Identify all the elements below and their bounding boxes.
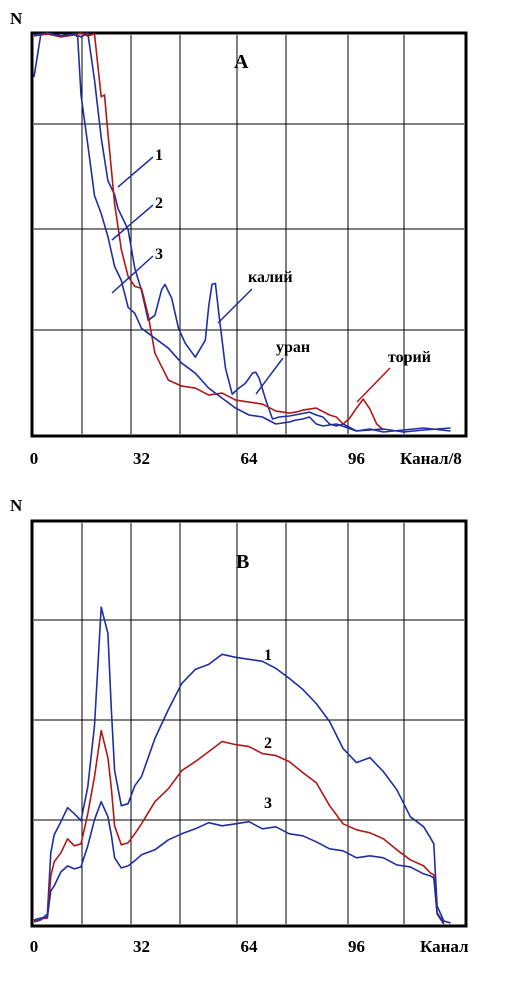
panel-a-x-tick-label: 64 xyxy=(241,449,259,468)
panel-a-series-3 xyxy=(33,32,451,433)
panel-a-leader-2 xyxy=(111,204,154,241)
panel-a-x-tick-label: 32 xyxy=(133,449,150,468)
panel-b-chart: N B 0 32 64 96 Канал 1 2 3 xyxy=(10,496,469,956)
panel-a-xlabel: Канал/8 xyxy=(400,449,462,468)
panel-b-annot-1: 1 xyxy=(264,647,272,664)
panel-a-ylabel: N xyxy=(10,9,23,28)
panel-b-x-ticks: 0 32 64 96 xyxy=(30,937,365,956)
panel-b-annot-2: 2 xyxy=(264,735,272,752)
panel-a-letter: A xyxy=(234,51,249,73)
panel-b-annot-3: 3 xyxy=(264,795,272,812)
panel-a-grid xyxy=(34,35,464,434)
panel-a-series-1 xyxy=(33,32,451,433)
panel-b-frame xyxy=(30,519,468,928)
panel-b-series-3 xyxy=(33,800,445,924)
panel-b-x-tick-label: 64 xyxy=(241,937,259,956)
panel-a-series-group xyxy=(33,32,451,433)
panel-a-leader-toriy xyxy=(356,367,391,403)
panel-a-annot-1: 1 xyxy=(155,147,163,164)
panel-a-frame xyxy=(30,31,468,438)
panel-b-xlabel: Канал xyxy=(420,937,469,956)
panel-a-leader-1 xyxy=(117,156,154,188)
panel-a-annot-3: 3 xyxy=(155,246,163,263)
panel-a-x-tick-label: 0 xyxy=(30,449,39,468)
panel-a-chart: N A 0 32 64 96 Канал/8 1 2 3 калий уран тор… xyxy=(10,9,468,468)
panel-a-series-2 xyxy=(33,32,384,431)
panel-b-x-tick-label: 96 xyxy=(348,937,365,956)
panel-b-letter: B xyxy=(236,551,249,573)
panel-a-annot-kaliy: калий xyxy=(248,269,293,286)
panel-a-x-tick-label: 96 xyxy=(348,449,365,468)
panel-b-x-tick-label: 32 xyxy=(133,937,150,956)
panel-a-leader-3 xyxy=(111,255,154,294)
panel-b-series-1 xyxy=(33,606,451,924)
panel-b-series-group xyxy=(33,606,451,925)
panel-a-leader-kaliy xyxy=(217,288,253,324)
panel-a-leader-uran xyxy=(255,357,284,395)
panel-a-annot-toriy: торий xyxy=(388,349,431,366)
panel-b-x-tick-label: 0 xyxy=(30,937,39,956)
panel-a-x-ticks: 0 32 64 96 xyxy=(30,449,365,468)
panel-a-annot-uran: уран xyxy=(276,339,310,356)
panel-b-ylabel: N xyxy=(10,496,23,515)
panel-a-annot-2: 2 xyxy=(155,195,163,212)
panel-b-series-2 xyxy=(33,729,445,925)
panel-b-grid xyxy=(34,523,464,924)
